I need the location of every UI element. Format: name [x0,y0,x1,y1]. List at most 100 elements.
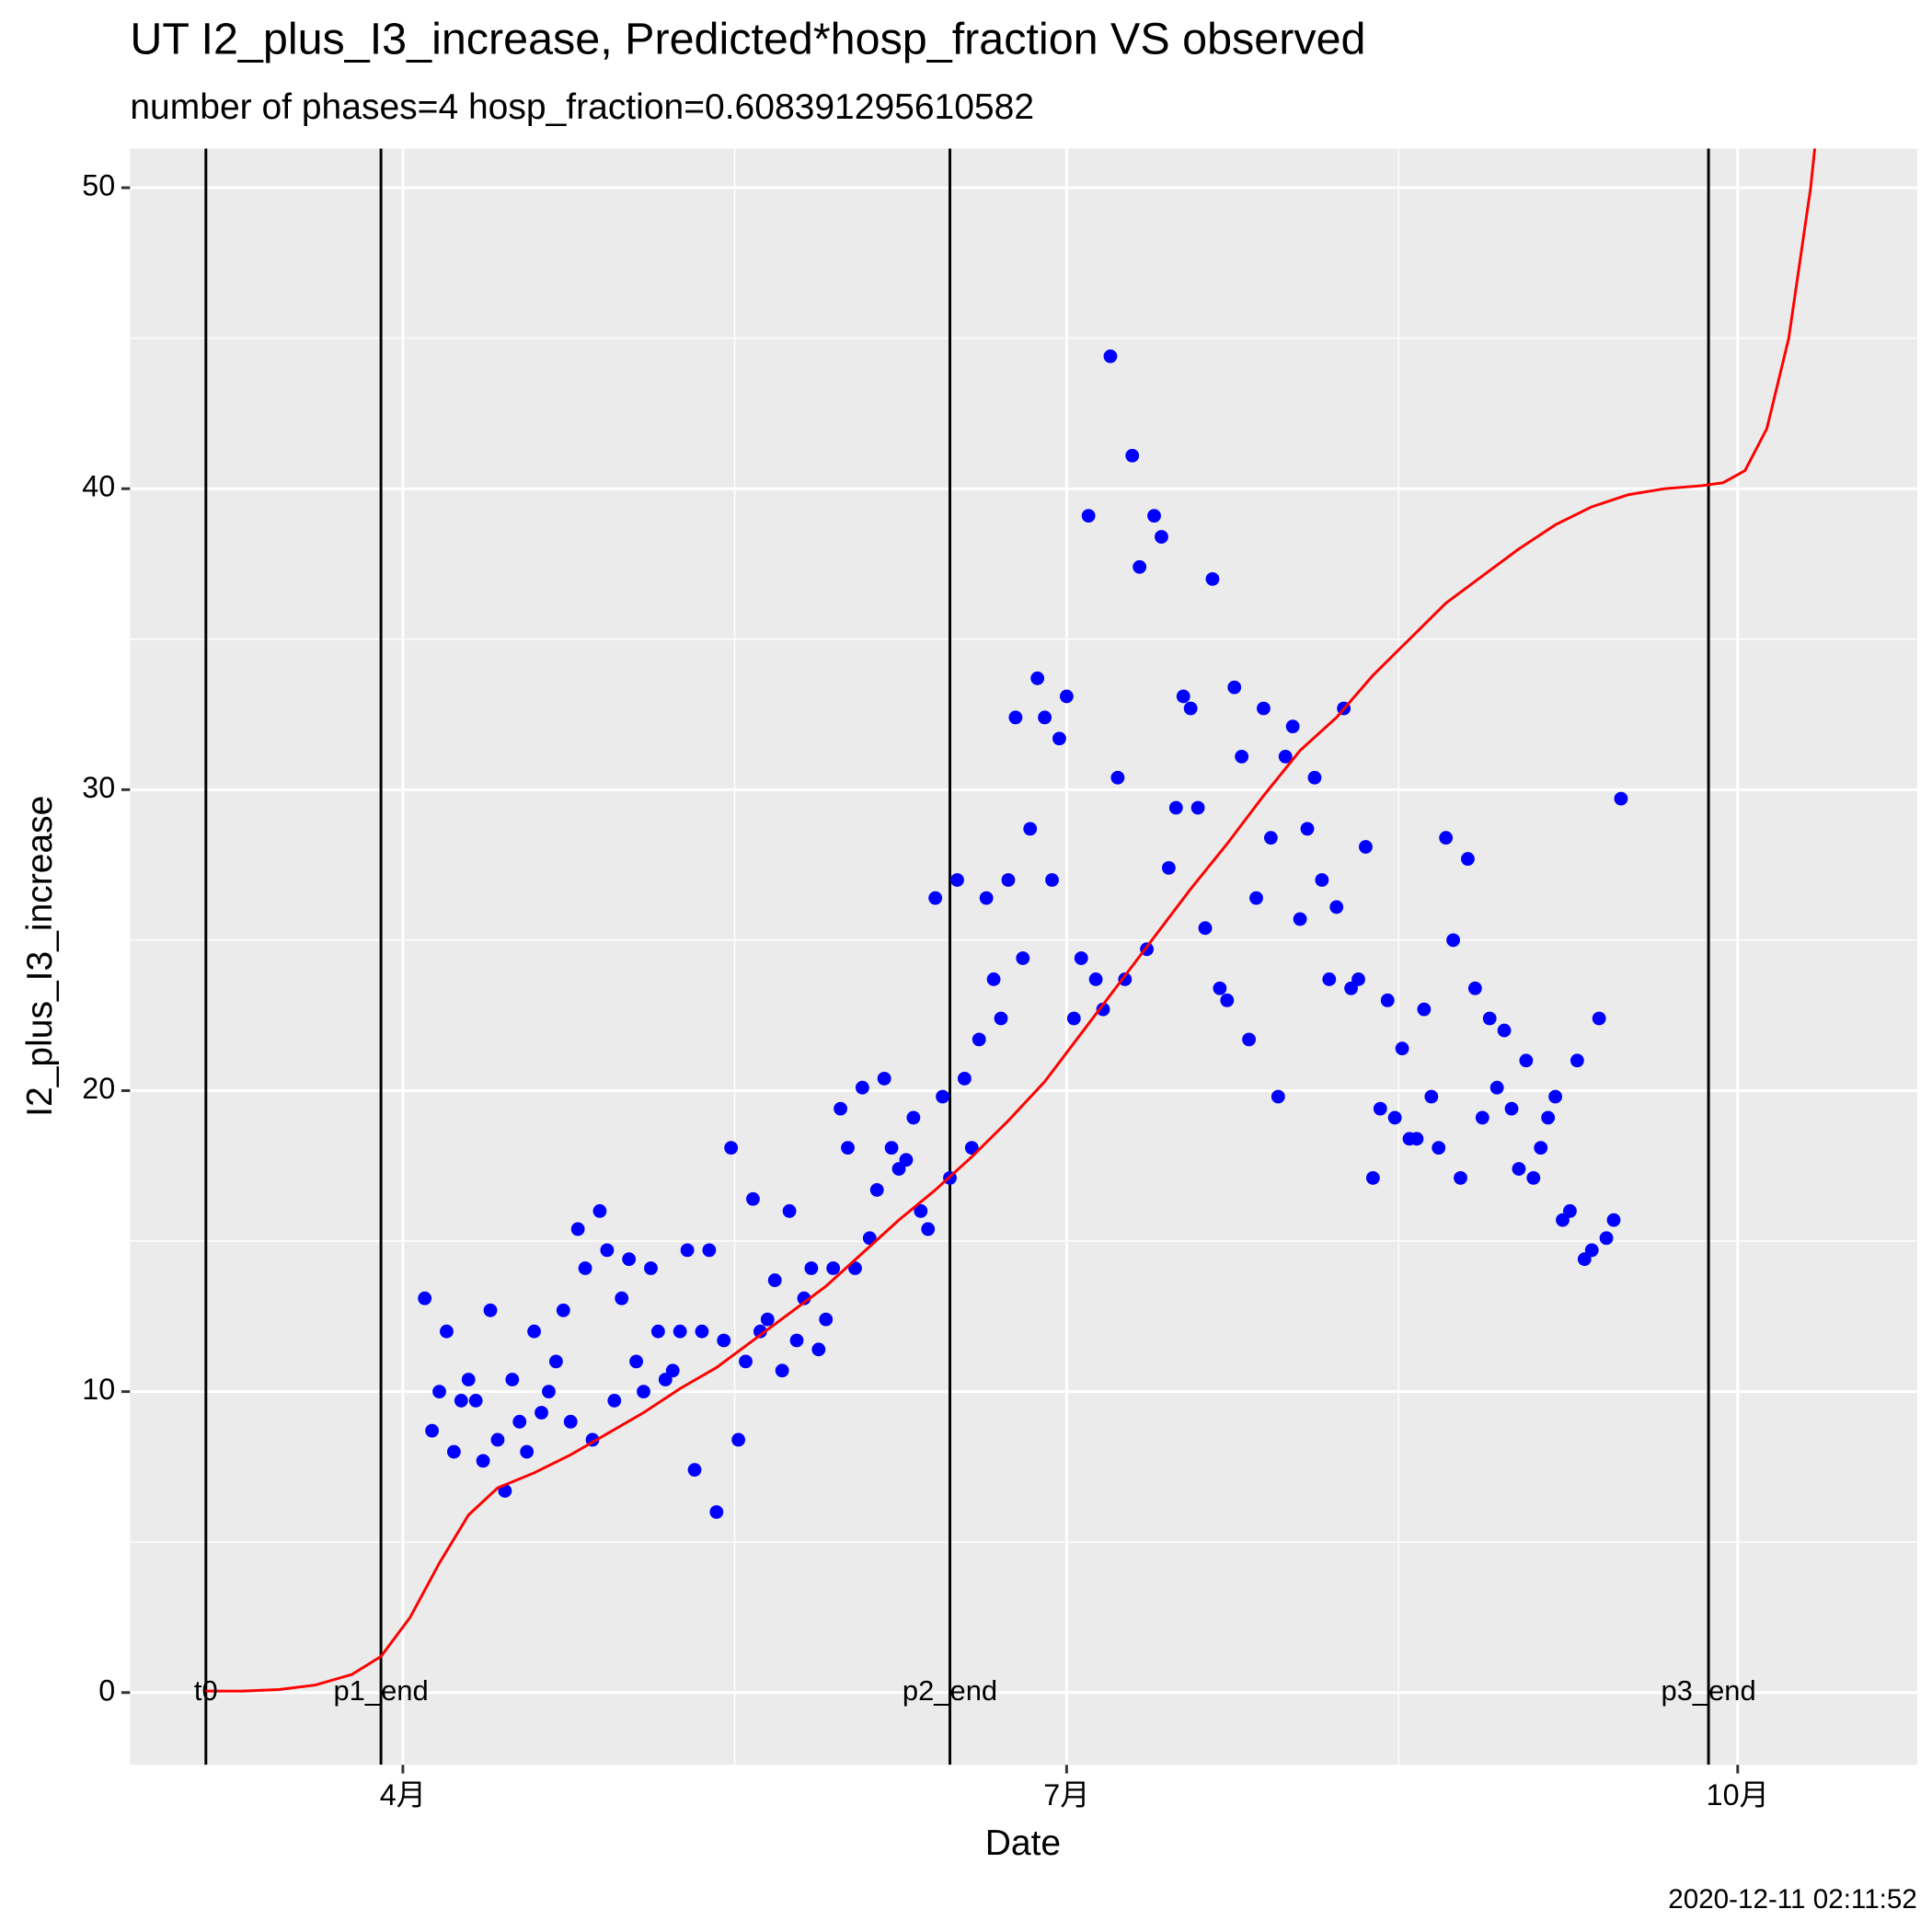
x-tick-label: 10月 [1707,1778,1769,1811]
data-point [1432,1141,1446,1156]
x-tick-label: 7月 [1043,1778,1089,1811]
data-point [1016,951,1030,965]
phase-label: p3_end [1661,1674,1755,1707]
data-point [1227,680,1242,695]
data-point [1213,981,1227,995]
data-point [753,1324,767,1339]
data-point [578,1261,592,1275]
x-tick-label: 4月 [380,1778,426,1811]
data-point [1467,981,1482,995]
data-point [1606,1213,1621,1227]
data-point [1271,1089,1285,1104]
data-point [1038,710,1052,725]
data-point [1526,1170,1541,1185]
data-point [592,1203,607,1218]
y-tick-label: 10 [82,1373,115,1406]
data-point [1081,509,1096,523]
data-point [1242,1032,1256,1047]
data-point [1285,719,1300,734]
data-point [869,1183,884,1197]
data-point [1329,900,1344,914]
data-point [877,1071,891,1086]
data-point [789,1333,804,1348]
data-point [1497,1023,1512,1038]
data-point [1548,1089,1562,1104]
data-point [1023,822,1038,836]
data-point [1096,1002,1110,1017]
data-point [884,1141,899,1156]
data-point [418,1291,432,1305]
y-tick-label: 40 [82,470,115,503]
y-tick-label: 50 [82,169,115,202]
data-point [658,1373,673,1386]
data-point [1439,831,1454,845]
data-point [1235,749,1249,764]
data-point [1278,749,1293,764]
data-point [680,1243,695,1258]
data-point [673,1324,687,1339]
data-point [782,1203,797,1218]
data-point [1504,1101,1519,1116]
data-point [1417,1002,1432,1017]
data-point [1351,972,1365,986]
data-point [936,1089,949,1104]
data-point [1556,1213,1570,1227]
data-point [1176,689,1190,704]
data-point [746,1191,760,1206]
data-point [665,1363,680,1378]
data-point [1395,1041,1409,1056]
chart-title: UT I2_plus_I3_increase, Predicted*hosp_f… [130,15,1365,64]
data-point [548,1354,563,1369]
data-point [1220,993,1235,1007]
data-point [432,1385,446,1399]
data-point [1365,1170,1380,1185]
data-point [1315,873,1329,887]
data-point [1475,1110,1489,1125]
data-point [862,1231,877,1246]
data-point [1373,1101,1387,1116]
data-point [1183,701,1198,716]
y-tick-label: 0 [98,1673,115,1707]
data-point [972,1032,986,1047]
data-point [1541,1110,1556,1125]
data-point [1570,1053,1584,1068]
data-point [1519,1053,1534,1068]
phase-label: p2_end [903,1674,997,1707]
data-point [1322,972,1337,986]
data-point [1059,689,1074,704]
data-point [1454,1170,1467,1185]
data-point [1147,509,1161,523]
data-point [527,1324,541,1339]
data-point [570,1222,585,1236]
data-point [848,1261,862,1275]
axes: 0 10 20 30 40 50 4月 7月 10月 t0 p1_end p2_end p3_end [82,169,1769,1811]
data-point [739,1354,753,1369]
data-point [957,1071,972,1086]
data-point [607,1394,622,1408]
data-point [1534,1141,1548,1156]
data-point [891,1162,906,1176]
data-point [994,1011,1008,1026]
data-point [731,1432,745,1447]
data-point [1482,1011,1497,1026]
data-point [855,1080,869,1095]
data-point [1198,921,1213,936]
data-point [834,1101,847,1116]
data-point [1103,349,1118,363]
data-point [1001,873,1016,887]
data-point [906,1110,921,1125]
data-point [1300,822,1315,836]
data-point [629,1354,643,1369]
data-point [717,1333,731,1348]
data-point [637,1385,650,1399]
prediction-line [205,148,1817,1693]
data-point [921,1222,936,1236]
data-point [775,1363,789,1378]
data-point [1592,1011,1606,1026]
data-point [1045,873,1059,887]
data-point [446,1444,461,1459]
data-point [644,1261,658,1275]
data-point [760,1312,775,1327]
data-point [1205,571,1220,586]
